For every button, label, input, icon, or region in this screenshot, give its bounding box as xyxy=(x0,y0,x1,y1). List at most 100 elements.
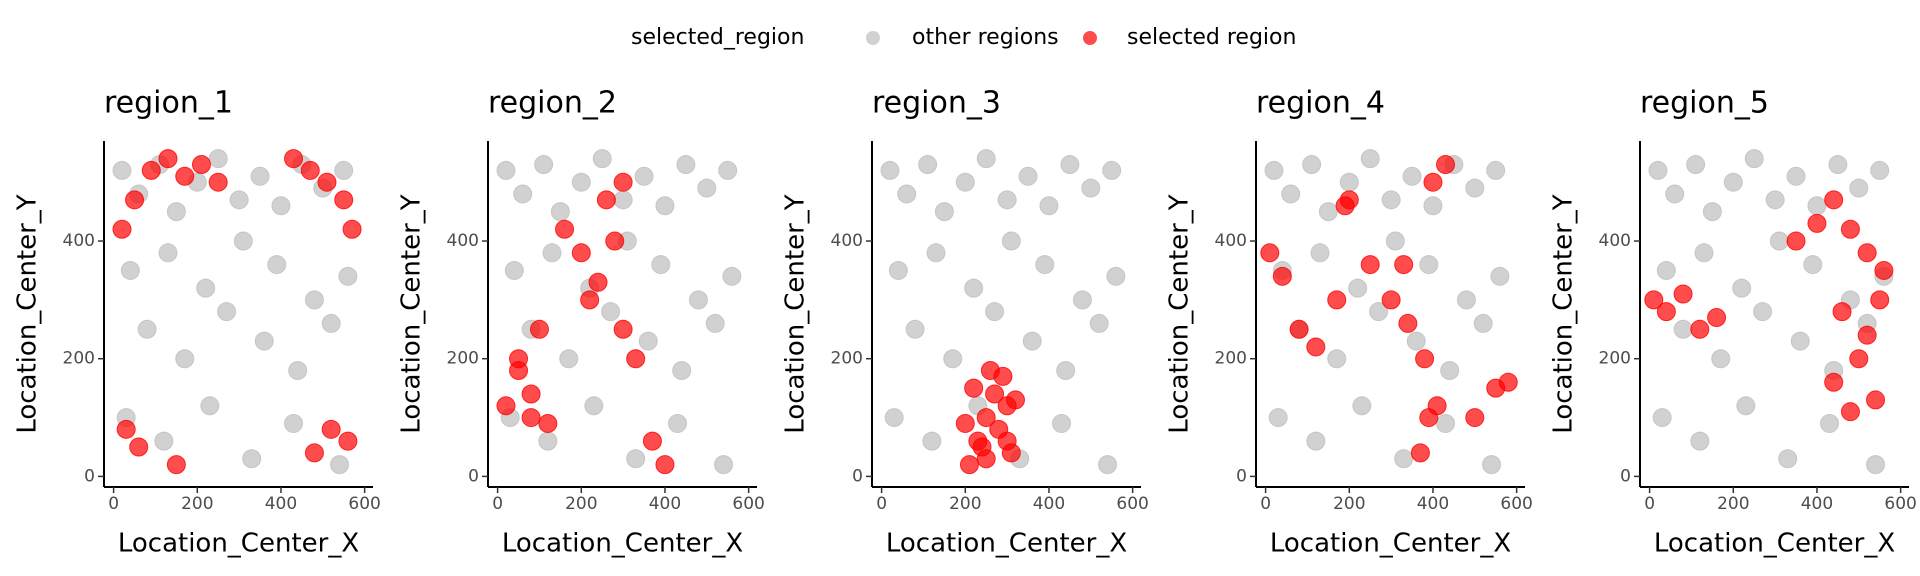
point xyxy=(300,160,320,180)
point xyxy=(137,319,157,339)
point xyxy=(1385,231,1405,251)
y-tick-label: 200 xyxy=(1599,349,1631,369)
point xyxy=(175,166,195,186)
point xyxy=(626,449,646,469)
point xyxy=(955,172,975,192)
point xyxy=(1686,155,1706,175)
point xyxy=(1339,172,1359,192)
point xyxy=(534,155,554,175)
point xyxy=(642,431,662,451)
point xyxy=(1302,155,1322,175)
x-axis-label: Location_Center_X xyxy=(1654,529,1895,559)
point xyxy=(1394,255,1414,275)
point xyxy=(1786,166,1806,186)
point xyxy=(200,396,220,416)
point xyxy=(175,349,195,369)
point xyxy=(905,319,925,339)
point xyxy=(1694,243,1714,263)
point xyxy=(559,349,579,369)
point xyxy=(613,190,633,210)
point xyxy=(208,149,228,169)
x-tick-label: 600 xyxy=(732,494,764,514)
y-axis-label: Location_Center_Y xyxy=(13,194,43,433)
point xyxy=(555,219,575,239)
point xyxy=(1707,308,1727,328)
x-tick-label: 400 xyxy=(1417,494,1449,514)
point xyxy=(304,290,324,310)
point xyxy=(1807,213,1827,233)
point xyxy=(1335,196,1355,216)
point xyxy=(129,437,149,457)
point xyxy=(918,155,938,175)
point xyxy=(504,260,524,280)
point xyxy=(1327,290,1347,310)
x-tick-label: 400 xyxy=(1033,494,1065,514)
x-tick-label: 200 xyxy=(1333,494,1365,514)
point xyxy=(655,455,675,475)
point xyxy=(976,149,996,169)
point xyxy=(1849,178,1869,198)
point xyxy=(1381,190,1401,210)
point xyxy=(1769,231,1789,251)
point xyxy=(655,196,675,216)
panel-title: region_4 xyxy=(1256,86,1385,121)
point xyxy=(1402,166,1422,186)
y-axis-label: Location_Center_Y xyxy=(781,194,811,433)
point xyxy=(926,243,946,263)
point xyxy=(955,413,975,433)
point xyxy=(1465,178,1485,198)
point xyxy=(208,172,228,192)
panel-title: region_5 xyxy=(1640,86,1769,121)
point xyxy=(634,166,654,186)
legend-swatch xyxy=(866,31,880,45)
point xyxy=(1820,413,1840,433)
point xyxy=(538,431,558,451)
point xyxy=(1736,396,1756,416)
point xyxy=(1415,349,1435,369)
point xyxy=(943,349,963,369)
x-tick-label: 600 xyxy=(1884,494,1916,514)
y-tick-label: 200 xyxy=(1215,349,1247,369)
point xyxy=(330,455,350,475)
point xyxy=(1482,455,1502,475)
point xyxy=(254,331,274,351)
point xyxy=(1394,449,1414,469)
point xyxy=(1849,349,1869,369)
x-tick-label: 600 xyxy=(1116,494,1148,514)
point xyxy=(964,378,984,398)
point xyxy=(1098,455,1118,475)
point xyxy=(1690,319,1710,339)
point xyxy=(1870,160,1890,180)
point xyxy=(722,266,742,286)
point xyxy=(888,260,908,280)
point xyxy=(154,431,174,451)
point xyxy=(1072,290,1092,310)
point xyxy=(638,331,658,351)
point xyxy=(1419,255,1439,275)
point xyxy=(584,396,604,416)
point xyxy=(1035,255,1055,275)
point xyxy=(1778,449,1798,469)
point xyxy=(1436,413,1456,433)
y-tick-label: 400 xyxy=(1599,231,1631,251)
point xyxy=(1866,390,1886,410)
point xyxy=(1022,331,1042,351)
point xyxy=(120,260,140,280)
point xyxy=(125,190,145,210)
point xyxy=(334,190,354,210)
point xyxy=(1052,413,1072,433)
point xyxy=(922,431,942,451)
point xyxy=(1744,149,1764,169)
point xyxy=(605,231,625,251)
panel-title: region_3 xyxy=(872,86,1001,121)
point xyxy=(1327,349,1347,369)
point xyxy=(1423,196,1443,216)
point xyxy=(1803,255,1823,275)
x-tick-label: 600 xyxy=(1500,494,1532,514)
point xyxy=(158,149,178,169)
point xyxy=(1260,243,1280,263)
point xyxy=(1306,431,1326,451)
point xyxy=(1832,302,1852,322)
point xyxy=(1056,360,1076,380)
point xyxy=(997,431,1017,451)
